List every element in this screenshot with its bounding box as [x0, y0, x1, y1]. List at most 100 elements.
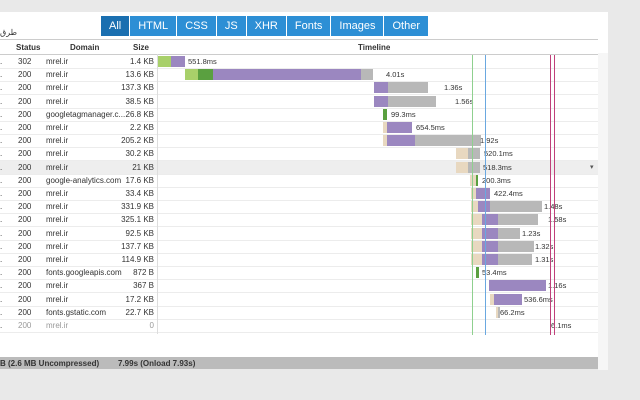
row-domain: mrel.ir [46, 57, 69, 66]
tab-images[interactable]: Images [331, 16, 385, 36]
table-row[interactable]: . 200 mrel.ir 331.9 KB [0, 200, 598, 215]
row-status: 200 [18, 96, 32, 106]
tab-css[interactable]: CSS [177, 16, 217, 36]
timeline-bar-receiving[interactable] [388, 95, 436, 107]
timeline-bar-blocked[interactable] [383, 135, 387, 147]
timeline-bar-dns[interactable] [476, 174, 478, 186]
timeline-divider [157, 54, 158, 334]
timeline-bar-waiting[interactable] [213, 69, 361, 81]
timeline-bar-waiting[interactable] [171, 56, 185, 67]
timeline-bar-receiving[interactable] [388, 82, 428, 94]
row-status: 200 [18, 123, 32, 132]
timeline-bar-blocked[interactable] [383, 122, 387, 133]
timeline-bar-waiting[interactable] [482, 214, 498, 226]
table-row[interactable]: . 200 mrel.ir 114.9 KB [0, 253, 598, 267]
timeline-bar-receiving[interactable] [361, 69, 373, 81]
timeline-bar-waiting[interactable] [478, 201, 490, 213]
timeline-bar-receiving[interactable] [498, 240, 534, 252]
timeline-bar-dns[interactable] [383, 108, 387, 120]
timeline-bar-receiving[interactable] [498, 254, 532, 265]
timeline-bar-receiving[interactable] [498, 306, 500, 318]
timeline-bar-receiving[interactable] [468, 148, 480, 160]
timeline-bar-blocked[interactable] [490, 293, 494, 305]
timeline-bar-blocked[interactable] [471, 201, 478, 213]
row-domain: mrel.ir [46, 189, 69, 198]
tab-html[interactable]: HTML [130, 16, 178, 36]
table-row[interactable]: . 200 mrel.ir 137.3 KB [0, 81, 598, 96]
tab-js[interactable]: JS [216, 16, 247, 36]
timeline-duration-label: 1.31s [535, 255, 554, 264]
row-marker: . [0, 228, 3, 238]
timeline-bar-waiting[interactable] [476, 188, 490, 199]
timeline-bar-dns[interactable] [198, 69, 213, 81]
tab-other[interactable]: Other [384, 16, 429, 36]
row-domain: mrel.ir [46, 149, 69, 159]
timeline-bar-waiting[interactable] [482, 227, 498, 239]
status-header[interactable]: Status [16, 43, 41, 52]
timeline-bar-dns[interactable] [476, 267, 479, 279]
row-domain: mrel.ir [46, 162, 69, 172]
timeline-bar-waiting[interactable] [482, 240, 498, 252]
timeline-area: 551.8ms 4.01s 1.36s 1.56s 99.3ms 654.5ms 1.92s… [158, 55, 598, 335]
timeline-bar-receiving[interactable] [468, 161, 480, 173]
table-row[interactable]: . 200 google-analytics.com 17.6 KB [0, 174, 598, 188]
timeline-bar-waiting[interactable] [489, 280, 546, 292]
timeline-bar-receiving[interactable] [490, 201, 542, 213]
table-row[interactable]: . 200 mrel.ir 0 [0, 319, 598, 333]
row-marker: . [0, 307, 3, 317]
table-row[interactable]: . 200 mrel.ir 92.5 KB [0, 227, 598, 241]
table-row[interactable]: . 200 mrel.ir 33.4 KB [0, 187, 598, 201]
tab-fonts[interactable]: Fonts [286, 16, 332, 36]
tab-all[interactable]: All [101, 16, 131, 36]
table-row[interactable]: . 200 fonts.googleapis.com 872 B [0, 266, 598, 281]
table-row[interactable]: . 200 mrel.ir 2.2 KB [0, 121, 598, 135]
row-domain: fonts.gstatic.com [46, 307, 107, 317]
table-row[interactable]: . 200 mrel.ir 17.2 KB [0, 293, 598, 307]
timeline-bar-waiting[interactable] [374, 82, 388, 94]
timeline-header[interactable]: Timeline [358, 43, 391, 52]
timeline-bar-blocked[interactable] [471, 214, 482, 226]
timeline-bar-blocked[interactable] [456, 148, 468, 160]
table-row[interactable]: . 200 fonts.gstatic.com 22.7 KB [0, 306, 598, 320]
size-header[interactable]: Size [133, 43, 150, 52]
timeline-bar-blocked[interactable] [471, 227, 482, 239]
row-expand-icon[interactable]: ▾ [590, 163, 594, 171]
timeline-bar-waiting[interactable] [494, 293, 522, 305]
row-domain: mrel.ir [46, 202, 69, 212]
table-row[interactable]: . 302 mrel.ir 1.4 KB [0, 55, 598, 69]
timeline-bar-blocked[interactable] [496, 306, 498, 318]
row-status: 200 [18, 189, 32, 198]
timeline-bar-blocked[interactable] [471, 254, 482, 265]
timeline-bar-waiting[interactable] [387, 122, 412, 133]
row-size: 92.5 KB [125, 228, 154, 238]
row-marker: . [0, 83, 3, 93]
row-size: 325.1 KB [121, 215, 154, 225]
timeline-bar-waiting[interactable] [482, 254, 498, 265]
table-row[interactable]: . 200 googletagmanager.c... 26.8 KB [0, 108, 598, 122]
timeline-bar-blocked[interactable] [471, 188, 476, 199]
table-row[interactable]: . 200 mrel.ir 21 KB [0, 160, 598, 175]
tab-xhr[interactable]: XHR [246, 16, 287, 36]
timeline-bar-connect[interactable] [185, 69, 198, 81]
timeline-bar-waiting[interactable] [387, 135, 415, 147]
timeline-bar-blocked[interactable] [456, 161, 468, 173]
table-row[interactable]: . 200 mrel.ir 137.7 KB [0, 240, 598, 254]
timeline-bar-receiving[interactable] [415, 135, 481, 147]
table-row[interactable]: . 200 mrel.ir 13.6 KB [0, 68, 598, 83]
timeline-bar-blocked[interactable] [471, 240, 482, 252]
row-domain: mrel.ir [46, 228, 69, 238]
timeline-bar-receiving[interactable] [498, 214, 538, 226]
timeline-duration-label: 1.48s [544, 202, 562, 211]
timeline-bar-connect[interactable] [158, 56, 171, 67]
timeline-bar-waiting[interactable] [374, 95, 388, 107]
table-row[interactable]: . 200 mrel.ir 325.1 KB [0, 213, 598, 228]
row-status: 200 [18, 162, 32, 172]
table-row[interactable]: . 200 mrel.ir 38.5 KB [0, 95, 598, 109]
domain-header[interactable]: Domain [70, 43, 100, 52]
row-status: 200 [18, 202, 32, 212]
timeline-bar-receiving[interactable] [498, 227, 520, 239]
table-row[interactable]: . 200 mrel.ir 205.2 KB [0, 134, 598, 149]
timeline-bar-blocked[interactable] [470, 174, 476, 186]
table-row[interactable]: . 200 mrel.ir 367 B [0, 279, 598, 294]
vertical-scrollbar[interactable] [598, 53, 608, 370]
